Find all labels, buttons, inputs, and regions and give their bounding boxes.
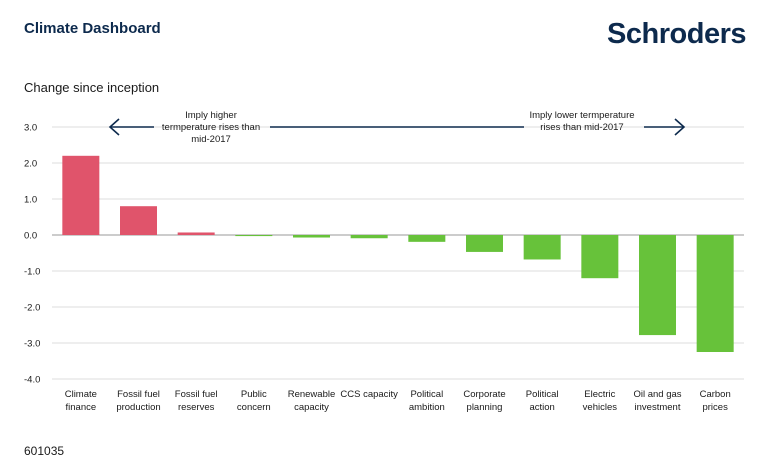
bar <box>120 206 157 235</box>
bar <box>408 235 446 242</box>
dashboard-title: Climate Dashboard <box>24 20 161 37</box>
category-label: ambition <box>409 402 445 413</box>
bar <box>235 235 273 237</box>
category-label: Electric <box>584 389 615 400</box>
category-label: action <box>529 402 554 413</box>
y-tick-label: 1.0 <box>24 195 37 206</box>
category-label: Carbon <box>700 389 731 400</box>
annotation-left: termperature rises than <box>162 122 260 133</box>
bar <box>293 235 330 238</box>
category-label: capacity <box>294 402 329 413</box>
y-tick-label: 0.0 <box>24 231 37 242</box>
category-label: Climate <box>65 389 97 400</box>
footer-code: 601035 <box>24 444 65 458</box>
category-label: Oil and gas <box>633 389 681 400</box>
y-tick-label: -4.0 <box>24 375 40 386</box>
category-label: reserves <box>178 402 215 413</box>
bar <box>62 155 100 235</box>
schroders-logo: Schroders <box>607 18 746 50</box>
y-tick-label: -1.0 <box>24 267 40 278</box>
category-label: planning <box>467 402 503 413</box>
y-tick-label: 3.0 <box>24 123 37 134</box>
y-tick-label: -3.0 <box>24 339 40 350</box>
category-label: Renewable <box>288 389 336 400</box>
category-label: CCS capacity <box>340 389 398 400</box>
category-label: finance <box>66 402 97 413</box>
y-tick-label: 2.0 <box>24 159 37 170</box>
bar <box>581 235 619 279</box>
annotation-left: Imply higher <box>185 110 237 121</box>
category-label: Corporate <box>463 389 505 400</box>
category-label: investment <box>635 402 681 413</box>
bar <box>350 235 388 239</box>
category-label: Political <box>526 389 559 400</box>
bar <box>639 235 676 336</box>
annotation-right: rises than mid-2017 <box>540 122 623 133</box>
category-label: concern <box>237 402 271 413</box>
y-tick-label: -2.0 <box>24 303 40 314</box>
annotation-right: Imply lower termperature <box>529 110 634 121</box>
annotation-left: mid-2017 <box>191 134 231 145</box>
bar <box>466 235 503 252</box>
arrow-head-left <box>108 118 120 136</box>
category-label: Public <box>241 389 267 400</box>
category-label: vehicles <box>583 402 618 413</box>
chart-subtitle: Change since inception <box>24 80 160 95</box>
category-label: Fossil fuel <box>175 389 218 400</box>
category-label: production <box>116 402 160 413</box>
bar <box>696 235 734 352</box>
arrow-head-right <box>674 118 686 136</box>
category-label: prices <box>702 402 728 413</box>
bar <box>523 235 561 260</box>
category-label: Fossil fuel <box>117 389 160 400</box>
category-label: Political <box>410 389 443 400</box>
bar <box>177 232 215 235</box>
